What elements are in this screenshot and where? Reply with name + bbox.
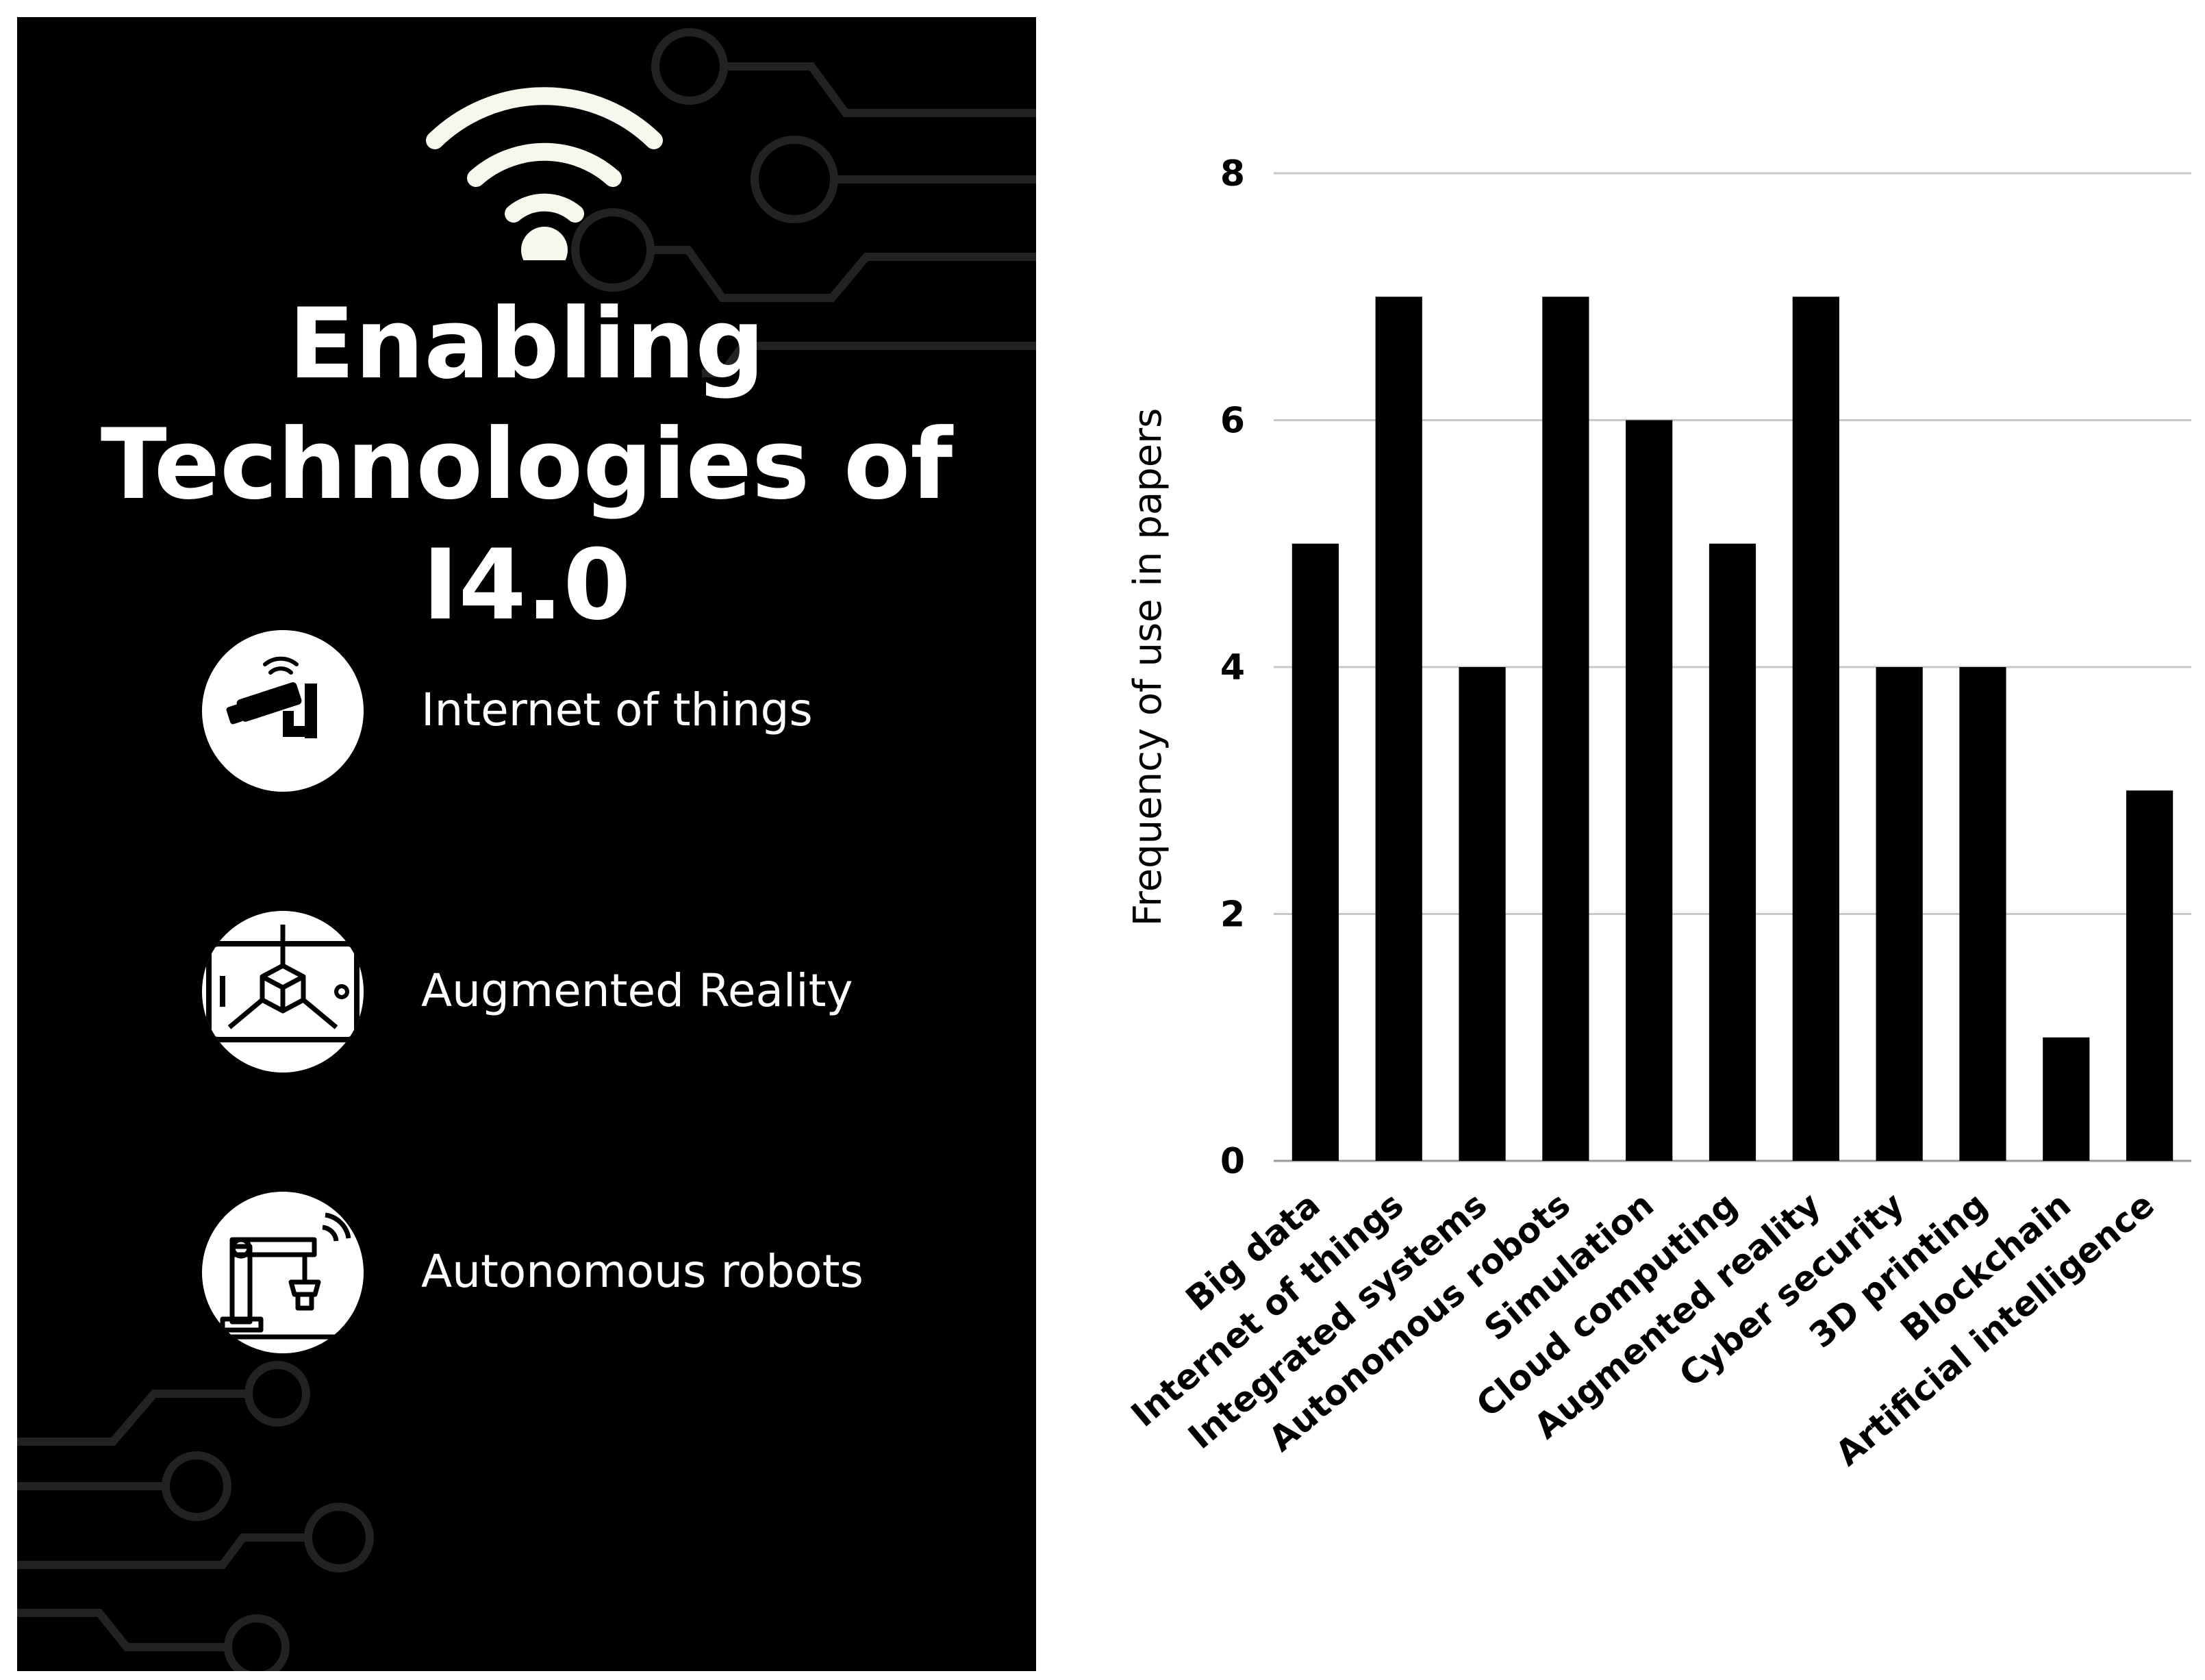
bar-layer <box>1292 297 2174 1161</box>
y-tick-label: 2 <box>1220 894 1245 936</box>
poster-title-line-3: I4.0 <box>422 529 631 642</box>
poster-panel: Enabling Technologies of I4.0 Internet o… <box>17 17 1036 1671</box>
bar <box>1959 667 2006 1161</box>
bar <box>1292 543 1339 1161</box>
bar <box>2126 790 2174 1161</box>
bar <box>1876 667 1923 1161</box>
tech-item-internet-of-things: Internet of things <box>202 630 990 794</box>
tech-label-autonomous-robots: Autonomous robots <box>421 1245 864 1298</box>
wifi-icon <box>426 87 663 260</box>
cctv-camera-icon <box>202 630 364 792</box>
tech-label-augmented-reality: Augmented Reality <box>421 964 853 1017</box>
poster-title-line-2: Technologies of <box>100 408 953 521</box>
bar <box>2043 1037 2090 1161</box>
y-axis-ticks: 0 2 4 6 8 <box>1220 153 1245 1182</box>
tech-item-autonomous-robots: Autonomous robots <box>202 1192 990 1356</box>
poster-title-line-1: Enabling <box>288 288 765 401</box>
circuit-decoration <box>17 28 1036 1671</box>
bar <box>1542 297 1589 1161</box>
y-tick-label: 8 <box>1220 153 1245 195</box>
ar-cube-tablet-icon <box>202 911 364 1073</box>
tech-item-augmented-reality: Augmented Reality <box>202 911 990 1075</box>
robot-arm-icon <box>202 1192 364 1353</box>
bar <box>1459 667 1506 1161</box>
y-axis-title: Frequency of use in papers <box>1126 408 1170 927</box>
tech-label-internet-of-things: Internet of things <box>421 684 813 736</box>
y-tick-label: 4 <box>1220 647 1245 688</box>
bar <box>1375 297 1422 1161</box>
bar <box>1709 543 1756 1161</box>
bar <box>1626 420 1673 1161</box>
y-tick-label: 6 <box>1220 401 1245 442</box>
poster-title: Enabling Technologies of I4.0 <box>17 284 1036 646</box>
y-tick-label: 0 <box>1220 1141 1245 1182</box>
bar <box>1792 297 1839 1161</box>
